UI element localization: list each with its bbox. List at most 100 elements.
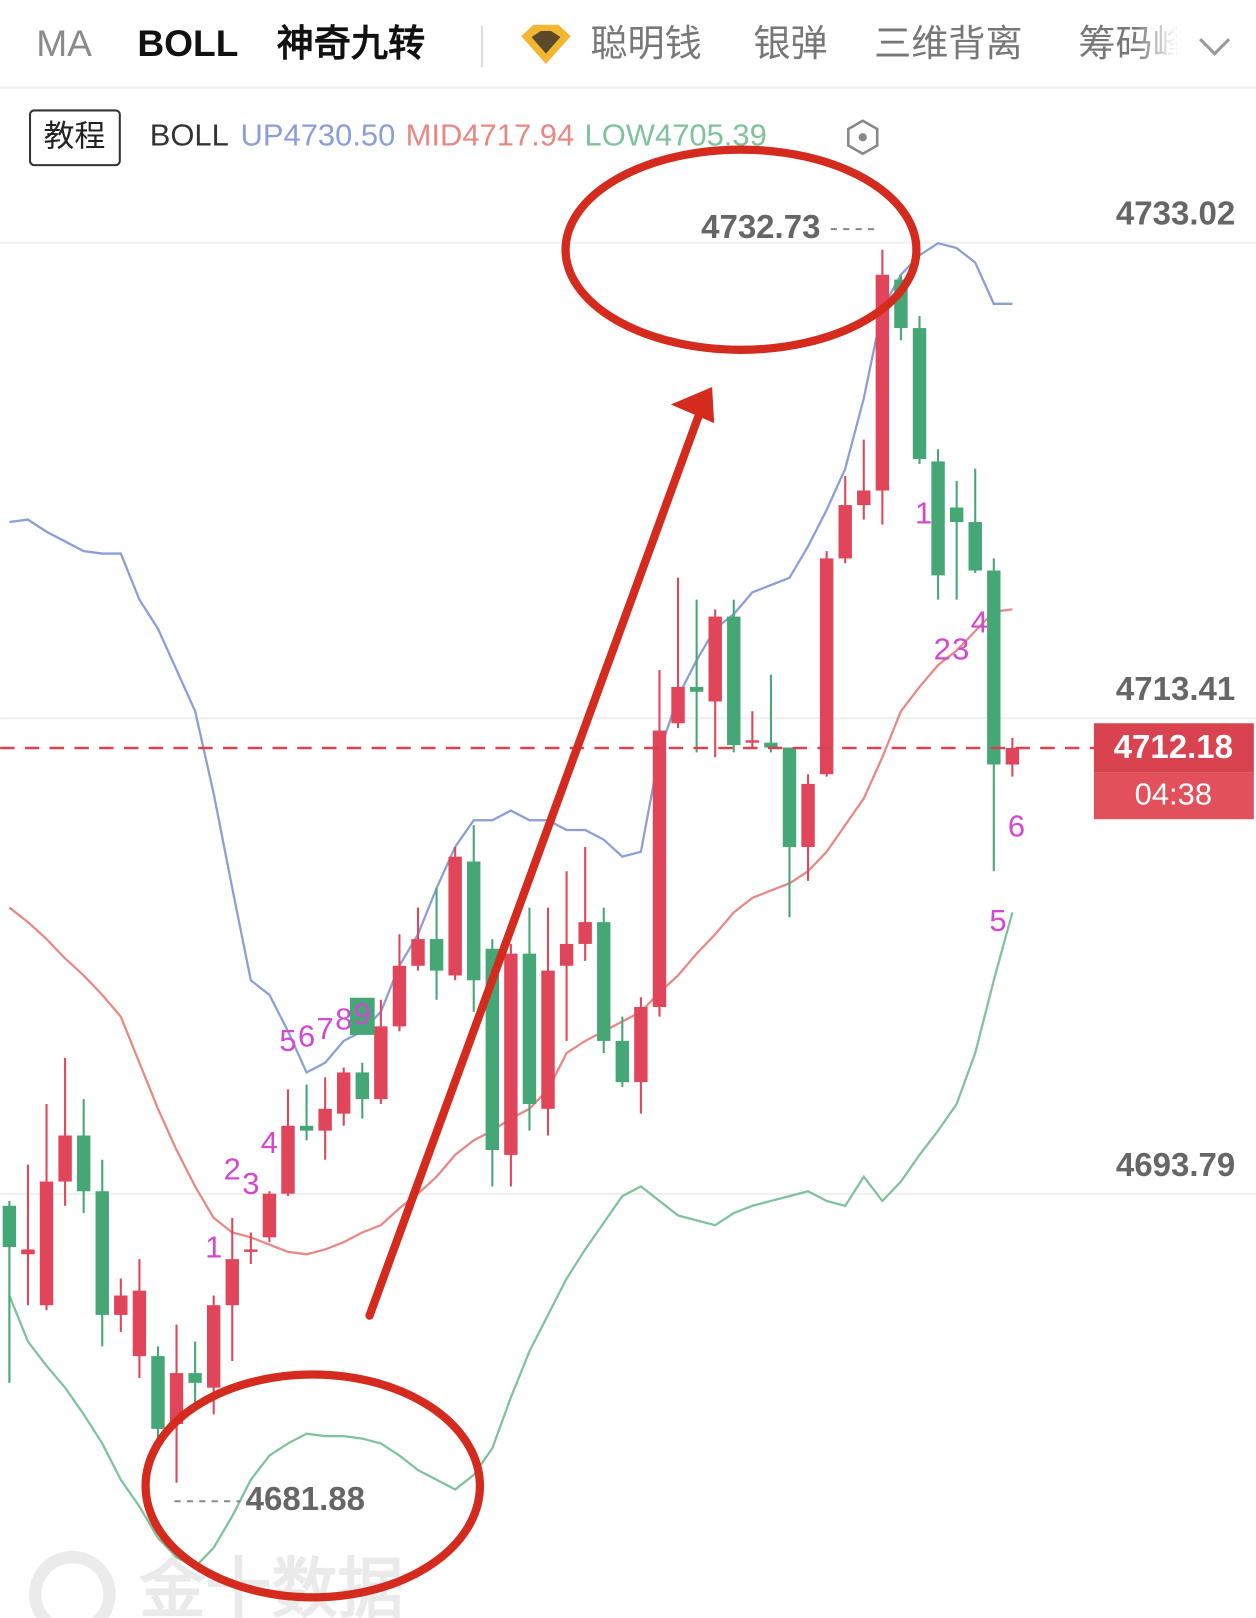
td-count: 3 — [952, 631, 969, 666]
candle-body — [671, 686, 685, 724]
y-tick-label: 4733.02 — [1116, 195, 1235, 232]
candle-body — [1005, 748, 1020, 765]
legend: UP4730.50 MID4717.94 LOW4705.39 — [241, 117, 767, 152]
candle-body — [2, 1205, 17, 1248]
candle-body — [838, 505, 852, 559]
high-label: 4732.73 — [701, 208, 820, 245]
legend-title: BOLL — [150, 117, 229, 152]
candle-body — [411, 939, 425, 966]
tutorial-label[interactable]: 教程 — [43, 118, 105, 153]
watermark: 金十数据 — [29, 1550, 404, 1618]
candle-body — [244, 1249, 258, 1252]
td-count: 4 — [261, 1125, 278, 1160]
candle-body — [819, 558, 834, 775]
candle-body — [448, 856, 462, 976]
candle-body — [318, 1108, 332, 1131]
candle-body — [206, 1305, 221, 1388]
arrow-head — [670, 386, 715, 424]
candle-body — [597, 922, 611, 1041]
candle-body — [578, 922, 592, 944]
td-count: 7 — [317, 1011, 334, 1046]
band-line — [8, 912, 1014, 1569]
candle-body — [262, 1193, 277, 1238]
candle-body — [764, 742, 778, 748]
candle-body — [21, 1249, 35, 1255]
y-tick-label: 4693.79 — [1116, 1146, 1235, 1183]
td-count: 1 — [205, 1229, 222, 1264]
td-count: 1 — [915, 496, 932, 531]
band-line — [9, 241, 1013, 1075]
candle-body — [801, 783, 815, 847]
candle-body — [949, 507, 964, 523]
tab[interactable]: 神奇九转 — [277, 22, 426, 64]
candle-body — [392, 965, 407, 1027]
legend-entry: UP4730.50 — [241, 117, 396, 152]
tutorial-button[interactable] — [28, 109, 121, 167]
candle-body — [151, 1356, 165, 1429]
td-count: 6 — [298, 1018, 315, 1053]
candle-body — [931, 461, 945, 576]
candle-body — [615, 1040, 630, 1083]
fade — [1135, 0, 1177, 88]
candle-body — [76, 1135, 91, 1192]
tool[interactable]: 银弹 — [753, 22, 827, 64]
candle-body — [541, 970, 555, 1109]
tool-clip: 筹码峰 — [1078, 0, 1177, 88]
price-label: 4712.18 — [1114, 728, 1233, 765]
candle-body — [652, 730, 667, 1007]
candle-body — [559, 943, 574, 966]
candle-body — [968, 522, 982, 571]
candle-body — [281, 1125, 295, 1194]
tool[interactable]: 聪明钱 — [590, 22, 701, 64]
arrow-shaft — [365, 408, 704, 1320]
td-count: 8 — [335, 1001, 352, 1036]
countdown-box — [1093, 772, 1254, 820]
tool[interactable]: 三维背离 — [874, 22, 1023, 64]
candle-body — [39, 1181, 54, 1306]
td-count: 9 — [354, 996, 371, 1031]
candle-body — [132, 1290, 147, 1357]
td-count: 2 — [934, 631, 951, 666]
candle-body — [634, 1006, 648, 1083]
candle-body — [745, 740, 760, 743]
settings-icon[interactable] — [847, 119, 879, 156]
candle-body — [58, 1135, 72, 1182]
candle-body — [875, 274, 890, 491]
price-box — [1093, 723, 1254, 773]
candle-body — [337, 1072, 351, 1114]
legend-entry: MID4717.94 — [406, 117, 575, 152]
y-tick-label: 4713.41 — [1116, 670, 1235, 707]
td-count: 4 — [971, 605, 988, 640]
candle-body — [114, 1295, 128, 1315]
chevron[interactable] — [1199, 38, 1231, 56]
candle-body — [467, 861, 481, 981]
candle-body — [504, 953, 518, 1155]
candle-body — [429, 939, 444, 971]
candle-body — [522, 953, 537, 1104]
diamond-icon — [521, 24, 571, 64]
highlight-ellipse — [561, 145, 921, 354]
candle-body — [355, 1072, 369, 1100]
candle-body — [857, 490, 871, 506]
countdown: 04:38 — [1135, 777, 1212, 812]
low-label: 4681.88 — [246, 1480, 365, 1517]
candle-body — [169, 1373, 184, 1425]
candle-body — [299, 1125, 314, 1131]
candle-body — [782, 747, 797, 847]
candle-body — [95, 1191, 109, 1315]
candle-body — [987, 570, 1001, 765]
tab[interactable]: BOLL — [137, 22, 238, 64]
td-count: 5 — [279, 1023, 296, 1058]
candle-body — [225, 1259, 239, 1306]
tab[interactable]: MA — [36, 22, 92, 64]
highlight-ellipse — [141, 1370, 485, 1602]
candle-body — [374, 1026, 388, 1100]
candle-body — [188, 1373, 202, 1383]
td-count: 2 — [224, 1152, 241, 1187]
candle-body — [708, 616, 722, 702]
candle-body — [689, 686, 704, 692]
annotations — [141, 145, 921, 1602]
